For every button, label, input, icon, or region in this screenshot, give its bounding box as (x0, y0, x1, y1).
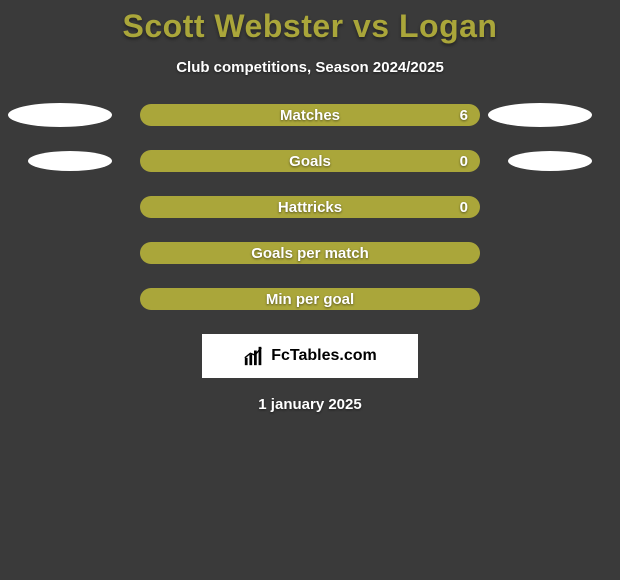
stat-label: Min per goal (266, 291, 354, 308)
comparison-infographic: Scott Webster vs Logan Club competitions… (0, 0, 620, 580)
chart-icon (243, 345, 265, 367)
logo-box: FcTables.com (202, 334, 418, 378)
stat-label: Goals per match (251, 245, 369, 262)
decorative-ellipse (508, 151, 592, 171)
decorative-ellipse (28, 151, 112, 171)
stat-bar: Hattricks 0 (140, 196, 480, 218)
stat-bar: Goals per match (140, 242, 480, 264)
stat-label: Hattricks (278, 199, 342, 216)
stats-rows: Matches 6 Goals 0 Hattricks 0 Goals per match M… (0, 104, 620, 310)
stat-bar: Matches 6 (140, 104, 480, 126)
decorative-ellipse (8, 103, 112, 127)
stat-row: Goals per match (0, 242, 620, 264)
date-text: 1 january 2025 (258, 396, 361, 413)
logo-text: FcTables.com (271, 347, 377, 365)
stat-row: Matches 6 (0, 104, 620, 126)
stat-label: Goals (289, 153, 331, 170)
subtitle: Club competitions, Season 2024/2025 (176, 59, 444, 76)
stat-value-right: 0 (460, 153, 468, 170)
stat-label: Matches (280, 107, 340, 124)
decorative-ellipse (488, 103, 592, 127)
stat-bar: Goals 0 (140, 150, 480, 172)
stat-value-right: 6 (460, 107, 468, 124)
stat-row: Goals 0 (0, 150, 620, 172)
stat-row: Hattricks 0 (0, 196, 620, 218)
stat-row: Min per goal (0, 288, 620, 310)
page-title: Scott Webster vs Logan (123, 8, 498, 45)
stat-value-right: 0 (460, 199, 468, 216)
stat-bar: Min per goal (140, 288, 480, 310)
